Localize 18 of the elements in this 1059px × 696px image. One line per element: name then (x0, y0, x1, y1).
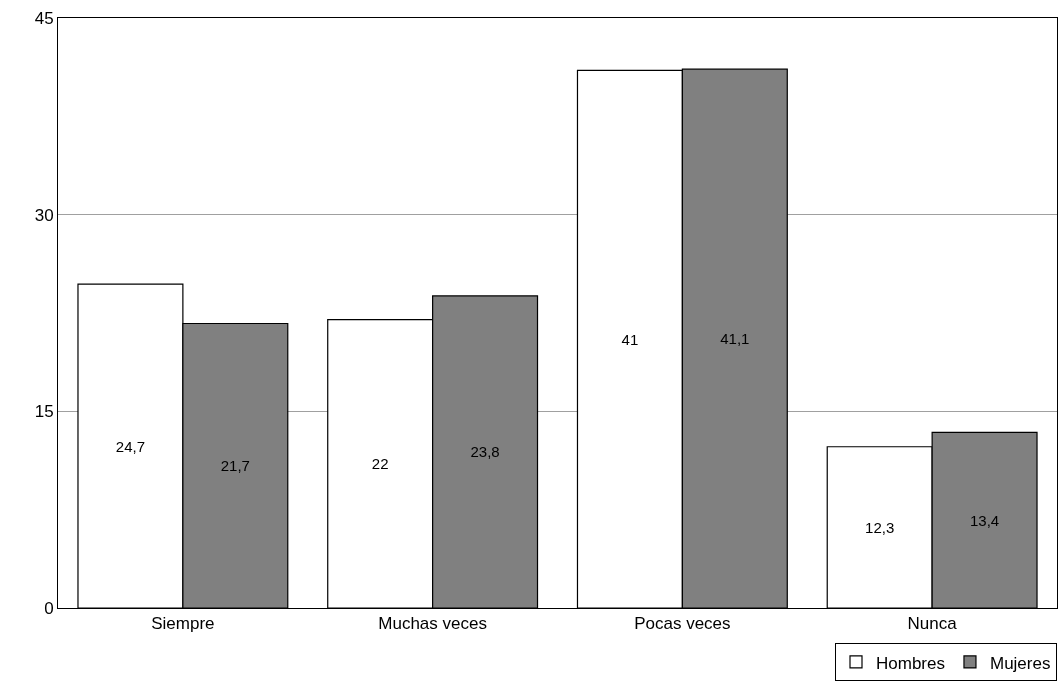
data-label: 12,3 (865, 518, 895, 536)
x-tick-label: Pocas veces (634, 614, 731, 634)
y-tick-label: 45 (34, 8, 54, 28)
x-tick-label: Nunca (907, 614, 958, 634)
y-tick-label: 0 (44, 598, 54, 618)
legend-label: Mujeres (989, 653, 1051, 673)
data-label: 22 (371, 455, 389, 473)
legend-label: Hombres (876, 653, 945, 673)
data-label: 13,4 (969, 511, 1000, 529)
data-label: 41,1 (720, 330, 750, 348)
data-label: 41 (621, 330, 639, 348)
data-label: 24,7 (115, 437, 146, 455)
y-tick-label: 30 (34, 205, 54, 225)
x-tick-label: Muchas veces (378, 614, 487, 634)
data-label: 21,7 (220, 457, 250, 475)
data-label: 23,8 (470, 443, 500, 461)
x-tick-label: Siempre (151, 614, 215, 634)
y-tick-label: 15 (34, 402, 54, 422)
